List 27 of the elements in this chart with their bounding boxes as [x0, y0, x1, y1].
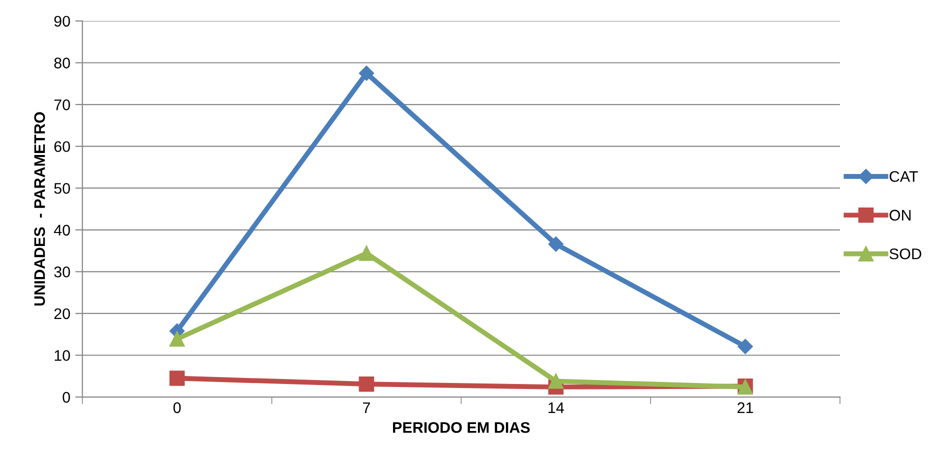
y-tick-label: 60 — [54, 141, 70, 152]
legend-label: CAT — [890, 171, 918, 182]
legend-label: SOD — [890, 248, 922, 260]
x-tick-label: 21 — [738, 402, 754, 413]
point — [738, 338, 753, 354]
x-tick-label: 7 — [363, 402, 370, 413]
point — [548, 374, 564, 389]
y-tick-label: 50 — [54, 182, 70, 194]
y-axis-title: UNIDADES - PARAMETRO — [34, 112, 46, 306]
y-tick-label: 40 — [54, 224, 70, 236]
point — [358, 376, 374, 392]
point — [358, 66, 374, 81]
point — [169, 331, 185, 347]
y-tick-label: 80 — [54, 58, 70, 68]
point — [358, 246, 374, 261]
y-tick-label: 20 — [54, 308, 70, 320]
point — [169, 370, 185, 386]
y-tick-label: 70 — [54, 99, 70, 110]
y-tick-label: 10 — [54, 350, 70, 361]
point — [548, 236, 564, 252]
y-tick-label: 30 — [54, 266, 70, 278]
y-tick-label: 90 — [54, 16, 70, 27]
x-axis-title: PERIODO EM DIAS — [393, 422, 530, 433]
x-tick-label: 14 — [548, 402, 564, 413]
legend-label: ON — [890, 210, 911, 221]
y-tick-label: 0 — [62, 392, 70, 403]
x-tick-label: 0 — [173, 402, 181, 414]
